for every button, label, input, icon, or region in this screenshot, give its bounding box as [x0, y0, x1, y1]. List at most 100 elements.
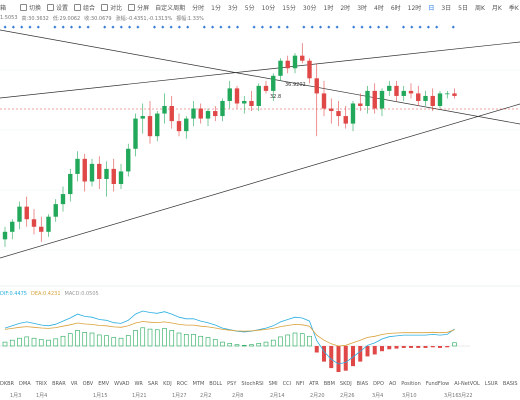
macd-bar	[423, 346, 428, 348]
period-tab[interactable]: 10分	[261, 4, 276, 12]
indicator-tab[interactable]: BBM	[323, 381, 335, 387]
date-tick-label: 3月10	[402, 393, 417, 399]
indicator-tab[interactable]: StochRSI	[241, 381, 264, 387]
indicator-tab[interactable]: NFI	[296, 381, 305, 387]
macd-legend: DIF:0.4475 DEA:0.4231 MACD:0.0505	[0, 291, 103, 297]
indicator-tab[interactable]: KDJ	[163, 381, 172, 387]
indicator-tab[interactable]: DKBR	[0, 381, 15, 387]
indicator-tab[interactable]: DPO	[373, 381, 384, 387]
macd-bar	[147, 328, 153, 347]
period-tab[interactable]: 2时	[340, 4, 351, 12]
macd-bar	[176, 332, 182, 347]
indicator-tab[interactable]: OBV	[82, 381, 94, 387]
toolbar-item-4[interactable]: 分屏	[128, 3, 149, 12]
macd-bar	[430, 346, 435, 348]
candle-body	[307, 60, 312, 79]
candle-body	[372, 90, 377, 109]
macd-bar	[38, 339, 44, 347]
toolbar-item-label: 设置	[56, 4, 69, 12]
signal-dot	[28, 25, 32, 29]
indicator-tab[interactable]: PSY	[227, 381, 237, 387]
period-tab[interactable]: 30分	[302, 4, 317, 12]
indicator-tab[interactable]: BRAR	[52, 381, 66, 387]
toolbar-item-3[interactable]: 对比	[101, 3, 122, 12]
period-tab[interactable]: 3时	[357, 4, 368, 12]
macd-bar	[17, 337, 22, 347]
period-tab[interactable]: 自定义周期	[155, 4, 186, 12]
toolbar-item-2[interactable]: 组合	[74, 3, 95, 12]
signal-dot	[252, 25, 256, 29]
period-tab[interactable]: 日	[428, 4, 435, 12]
period-tab[interactable]: 季K	[508, 4, 519, 12]
indicator-tab[interactable]: SMI	[268, 381, 278, 387]
indicator-tab[interactable]: ROC	[176, 381, 188, 387]
period-tab[interactable]: 1时	[323, 4, 334, 12]
indicator-tab[interactable]: MTM	[192, 381, 205, 387]
macd-bar	[329, 346, 334, 369]
macd-bar	[336, 346, 341, 372]
candle-body	[24, 206, 29, 220]
candle-body	[97, 163, 102, 179]
indicator-tab[interactable]: BIAS	[356, 381, 369, 387]
macd-bar	[183, 333, 189, 347]
period-tab[interactable]: 6时	[390, 4, 401, 12]
toolbar-item-0[interactable]: 切换	[20, 3, 41, 12]
period-tab[interactable]: 1分	[211, 4, 221, 12]
period-tab[interactable]: 周K	[474, 4, 485, 12]
indicator-tab[interactable]: AI-NetVOL	[454, 381, 480, 387]
indicator-tab[interactable]: AO	[388, 381, 397, 387]
macd-bar	[31, 337, 37, 347]
indicator-tab[interactable]: WVAD	[114, 381, 130, 387]
period-tab[interactable]: 5分	[244, 4, 255, 12]
indicator-tab[interactable]: VR	[70, 381, 78, 387]
date-tick-label: 1月3	[10, 393, 22, 399]
candle-body	[256, 85, 261, 106]
period-tab[interactable]: 12时	[407, 4, 422, 12]
period-tab[interactable]: 15分	[282, 4, 296, 12]
candle-body	[111, 168, 116, 184]
indicator-tab[interactable]: LSUR	[484, 381, 498, 387]
period-tab[interactable]: 4时	[374, 4, 384, 12]
candle-body	[452, 93, 457, 96]
indicator-tab[interactable]: TRIX	[35, 381, 48, 387]
period-tab[interactable]: 3日	[441, 4, 452, 12]
indicator-tab[interactable]: FundFlow	[425, 381, 450, 387]
symbol-title: 箱	[0, 4, 7, 12]
macd-bar	[452, 342, 457, 347]
candle-body	[53, 204, 58, 217]
macd-dif-line	[4, 310, 455, 365]
signal-dot	[327, 25, 331, 29]
indicator-tab[interactable]: DMA	[19, 381, 31, 387]
indicator-tab[interactable]: BOLL	[209, 381, 223, 387]
signal-dot	[111, 25, 115, 29]
date-tick-label: 1月21	[132, 393, 147, 399]
macd-bar	[104, 335, 109, 347]
macd-bar	[445, 346, 450, 348]
candle-body	[263, 85, 269, 91]
indicator-tab[interactable]: ATR	[309, 381, 319, 387]
indicator-tab[interactable]: EMV	[98, 381, 110, 387]
toolbar-item-1[interactable]: 设置	[47, 3, 68, 12]
period-tab[interactable]: 5日	[458, 4, 468, 12]
signal-dot	[128, 25, 132, 29]
signal-dot	[20, 25, 24, 29]
indicator-tab[interactable]: SAR	[147, 381, 159, 387]
macd-bar	[67, 333, 73, 347]
swap-icon	[20, 3, 28, 11]
indicator-tab[interactable]: WR	[134, 381, 143, 387]
period-tab[interactable]: 月K	[491, 4, 502, 12]
indicator-tab[interactable]: Position	[401, 381, 421, 387]
signal-dot	[302, 25, 306, 29]
signal-dot	[61, 25, 65, 29]
period-tab[interactable]: 分时	[192, 4, 205, 12]
period-tab[interactable]: 3分	[227, 4, 238, 12]
indicator-tab[interactable]: SKDJ	[339, 381, 352, 387]
signal-dot	[186, 25, 190, 29]
macd-bar	[60, 335, 66, 347]
candle-body	[17, 206, 22, 222]
candle-body	[278, 60, 283, 76]
indicator-tab[interactable]: CCI	[282, 381, 292, 387]
ohlc-value: 1.5053	[0, 15, 18, 21]
indicator-tab[interactable]: BASIS	[502, 381, 518, 387]
